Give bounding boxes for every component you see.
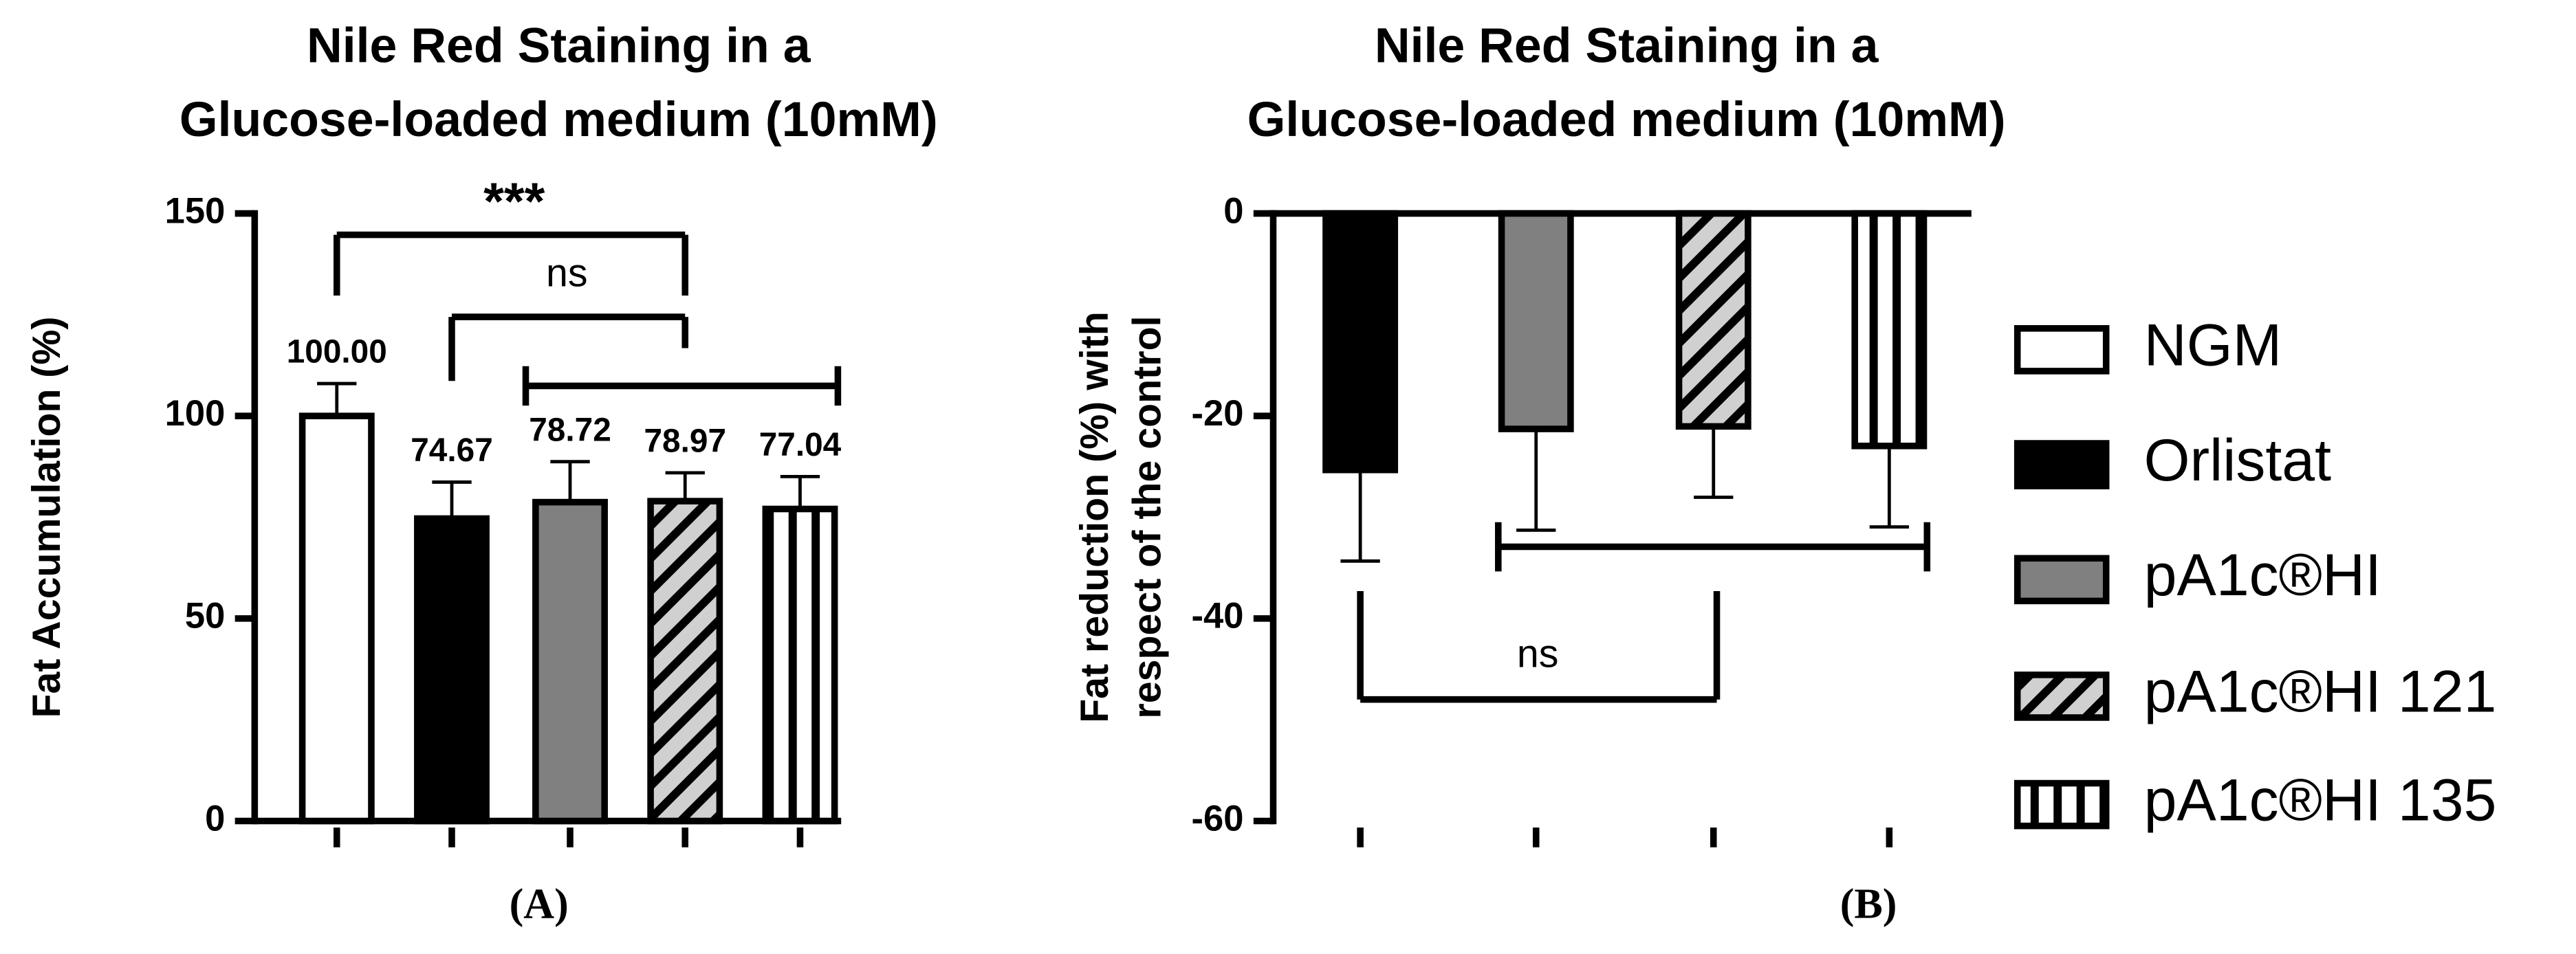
legend-swatch	[2013, 440, 2110, 489]
chart-title: Glucose-loaded medium (10mM)	[1247, 92, 2006, 147]
panel-label: (A)	[510, 880, 569, 927]
error-bar	[1694, 426, 1734, 499]
legend-label: pA1c®HI 121	[2144, 659, 2497, 725]
y-tick-label: 150	[165, 190, 226, 231]
error-bar	[1340, 469, 1380, 563]
error-bar	[665, 471, 705, 502]
annotation: ns	[546, 251, 588, 295]
data-label: 74.67	[411, 432, 493, 469]
error-bar	[550, 460, 590, 502]
bar	[532, 498, 608, 825]
chart-title: Nile Red Staining in a	[307, 19, 811, 74]
error-bar	[317, 381, 357, 417]
annotation: ***	[483, 173, 545, 231]
annotation: ns	[1517, 632, 1559, 676]
chart-title: Nile Red Staining in a	[1375, 19, 1879, 74]
y-tick-label: -40	[1192, 596, 1244, 636]
bar	[1851, 210, 1928, 450]
bar	[647, 498, 723, 825]
legend-label: pA1c®HI	[2144, 542, 2381, 608]
bar	[414, 515, 490, 825]
bar	[1322, 210, 1399, 474]
bar	[1675, 210, 1751, 430]
error-bar	[1516, 429, 1556, 532]
y-tick-label: 100	[165, 393, 226, 434]
y-axis-label: Fat reduction (%) with	[1073, 311, 1117, 723]
y-tick-label: 0	[205, 798, 225, 839]
data-label: 78.97	[644, 423, 726, 460]
legend-swatch	[2013, 779, 2110, 830]
y-tick-label: 0	[1223, 190, 1243, 231]
y-tick-label: -20	[1192, 393, 1244, 434]
error-bar	[432, 480, 472, 519]
legend-label: pA1c®HI 135	[2144, 767, 2497, 833]
panel-label: (B)	[1840, 880, 1897, 927]
bar	[298, 412, 375, 825]
y-axis-label: respect of the control	[1125, 315, 1169, 718]
y-axis-label: Fat Accumulation (%)	[25, 317, 69, 718]
legend-swatch	[2013, 325, 2110, 375]
data-label: 100.00	[287, 334, 387, 370]
bar	[762, 505, 838, 825]
error-bar	[780, 474, 820, 509]
legend-label: Orlistat	[2144, 428, 2331, 493]
legend-label: NGM	[2144, 313, 2282, 379]
y-tick-label: -60	[1192, 798, 1244, 839]
chart-title: Glucose-loaded medium (10mM)	[179, 92, 938, 147]
data-label: 78.72	[529, 412, 611, 448]
y-tick-label: 50	[185, 596, 225, 636]
legend-swatch	[2013, 555, 2110, 605]
data-label: 77.04	[759, 427, 842, 463]
error-bar	[1869, 445, 1910, 529]
bar	[1498, 210, 1574, 432]
legend-swatch	[2013, 672, 2110, 721]
